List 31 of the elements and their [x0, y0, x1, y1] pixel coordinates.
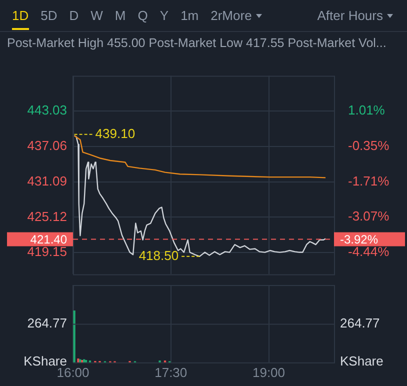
y2-tick-label: -3.07% [348, 208, 390, 224]
text: 264.77 [340, 315, 380, 330]
text: 1m [180, 8, 199, 23]
ref-line-label: 421.40 [30, 232, 68, 247]
y2-axis-title: KShare [340, 353, 384, 368]
y2-tick-label: 1.01% [348, 102, 386, 118]
text: Q [138, 8, 148, 23]
annotation: 418.50 [138, 248, 179, 264]
text: W [90, 8, 103, 23]
y2-tick-label: -0.35% [348, 138, 390, 154]
y-tick-label: 443.03 [27, 102, 67, 118]
y-tick-label: 431.09 [27, 173, 67, 188]
text: 1D [12, 8, 29, 23]
y-tick-label: 425.12 [27, 208, 67, 224]
text: 2rMore [210, 8, 253, 23]
x-tick-label: 19:00 [252, 364, 286, 380]
bar [73, 310, 76, 362]
text: After Hours [317, 8, 384, 23]
x-tick-label: 17:30 [154, 364, 188, 380]
text: D [69, 8, 79, 23]
text: 5D [40, 8, 58, 23]
y-tick-label: 437.06 [27, 138, 67, 154]
text: Y [160, 8, 169, 23]
text: M [114, 8, 126, 23]
annotation: -3.92% [340, 232, 378, 247]
y2-tick-label: -1.71% [348, 173, 390, 188]
text: 264.77 [27, 315, 67, 330]
y2-tick-label: -4.44% [348, 244, 390, 260]
chart-subtitle: Post-Market High 455.00 Post-Market Low 417.55 Post-Market Vol... [7, 36, 386, 50]
y-tick-label: 419.15 [27, 244, 67, 260]
annotation: 439.10 [95, 126, 136, 142]
